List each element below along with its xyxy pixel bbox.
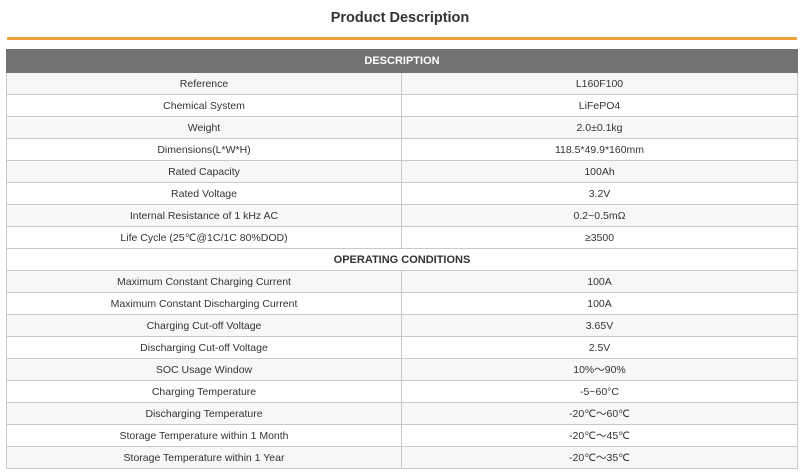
tab-underline [7,37,797,40]
spec-value: 10%～90% [401,358,798,381]
table-row: Maximum Constant Discharging Current 100A [6,292,798,315]
spec-value: L160F100 [401,72,798,95]
table-row: Weight 2.0±0.1kg [6,116,798,139]
spec-label: Rated Capacity [6,160,402,183]
section-title: OPERATING CONDITIONS [6,248,798,271]
spec-label: Storage Temperature within 1 Year [6,446,402,469]
table-header: DESCRIPTION [6,49,798,73]
spec-label: SOC Usage Window [6,358,402,381]
table-row: Chemical System LiFePO4 [6,94,798,117]
spec-value: 3.2V [401,182,798,205]
spec-value: 100Ah [401,160,798,183]
spec-value: -20℃～45℃ [401,424,798,447]
table-row: Dimensions(L*W*H) 118.5*49.9*160mm [6,138,798,161]
table-header-row: DESCRIPTION [6,49,798,73]
spec-label: Reference [6,72,402,95]
table-row: Maximum Constant Charging Current 100A [6,270,798,293]
spec-value: -20℃～60℃ [401,402,798,425]
spec-label: Storage Temperature within 1 Month [6,424,402,447]
spec-value: 100A [401,292,798,315]
spec-label: Weight [6,116,402,139]
table-row: Charging Temperature -5~60°C [6,380,798,403]
spec-label: Internal Resistance of 1 kHz AC [6,204,402,227]
spec-value: 100A [401,270,798,293]
table-row: Discharging Temperature -20℃～60℃ [6,402,798,425]
table-row: Discharging Cut-off Voltage 2.5V [6,336,798,359]
spec-label: Discharging Temperature [6,402,402,425]
spec-value: 0.2~0.5mΩ [401,204,798,227]
table-row: Rated Voltage 3.2V [6,182,798,205]
spec-label: Maximum Constant Discharging Current [6,292,402,315]
spec-value: 2.0±0.1kg [401,116,798,139]
spec-value: -20℃～35℃ [401,446,798,469]
spec-table: DESCRIPTION Reference L160F100 Chemical Sy… [6,49,798,469]
spec-label: Charging Temperature [6,380,402,403]
product-description-tab[interactable]: Product Description [0,0,800,41]
section-row: OPERATING CONDITIONS [6,248,798,271]
table-row: Reference L160F100 [6,72,798,95]
spec-value: ≥3500 [401,226,798,249]
table-row: Internal Resistance of 1 kHz AC 0.2~0.5mΩ [6,204,798,227]
table-row: Life Cycle (25℃@1C/1C 80%DOD) ≥3500 [6,226,798,249]
spec-label: Discharging Cut-off Voltage [6,336,402,359]
spec-label: Life Cycle (25℃@1C/1C 80%DOD) [6,226,402,249]
spec-value: 118.5*49.9*160mm [401,138,798,161]
spec-label: Charging Cut-off Voltage [6,314,402,337]
spec-value: LiFePO4 [401,94,798,117]
spec-label: Maximum Constant Charging Current [6,270,402,293]
spec-label: Rated Voltage [6,182,402,205]
table-row: Charging Cut-off Voltage 3.65V [6,314,798,337]
spec-value: 3.65V [401,314,798,337]
table-row: Storage Temperature within 1 Month -20℃～4… [6,424,798,447]
spec-value: 2.5V [401,336,798,359]
table-row: Storage Temperature within 1 Year -20℃～35… [6,446,798,469]
spec-value: -5~60°C [401,380,798,403]
table-row: SOC Usage Window 10%～90% [6,358,798,381]
spec-label: Dimensions(L*W*H) [6,138,402,161]
page-title: Product Description [330,10,470,26]
table-row: Rated Capacity 100Ah [6,160,798,183]
spec-label: Chemical System [6,94,402,117]
